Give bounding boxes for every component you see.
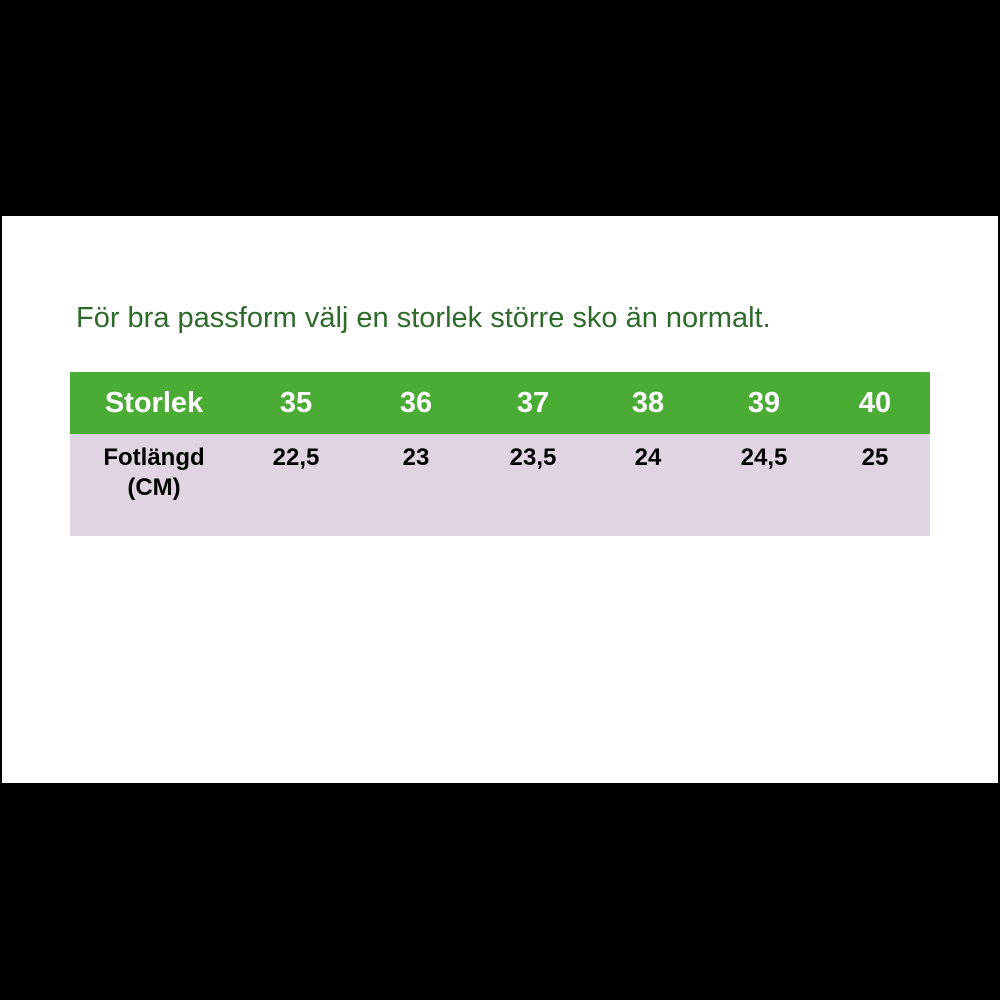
foot-length-label-unit: (CM)	[127, 474, 181, 501]
foot-length-cell: 24,5	[740, 444, 788, 471]
size-chart-table: Storlek 35 36 37 38 39 40 Fotlängd (CM) …	[70, 372, 930, 536]
size-header-row: Storlek 35 36 37 38 39 40	[70, 372, 930, 434]
size-header-label: Storlek	[104, 386, 204, 419]
foot-length-row: Fotlängd (CM) 22,5 23 23,5 24 24,5 25	[70, 434, 930, 536]
size-header-cell: 37	[516, 386, 550, 419]
foot-length-cell: 23,5	[509, 444, 557, 471]
foot-length-cell: 23	[402, 444, 430, 471]
size-header-cell: 40	[858, 386, 892, 419]
foot-length-label: Fotlängd (CM)	[70, 434, 238, 536]
size-header-cell: 38	[631, 386, 665, 419]
foot-length-label-line1: Fotlängd	[103, 444, 205, 471]
size-header-cell: 39	[747, 386, 781, 419]
content-panel	[2, 216, 998, 783]
foot-length-cell: 25	[861, 444, 889, 471]
foot-length-cell: 22,5	[272, 444, 320, 471]
size-header-cell: 36	[399, 386, 433, 419]
size-header-cell: 35	[279, 386, 313, 419]
foot-length-cell: 24	[634, 444, 662, 471]
fit-advice-text: För bra passform välj en storlek större …	[76, 302, 771, 334]
